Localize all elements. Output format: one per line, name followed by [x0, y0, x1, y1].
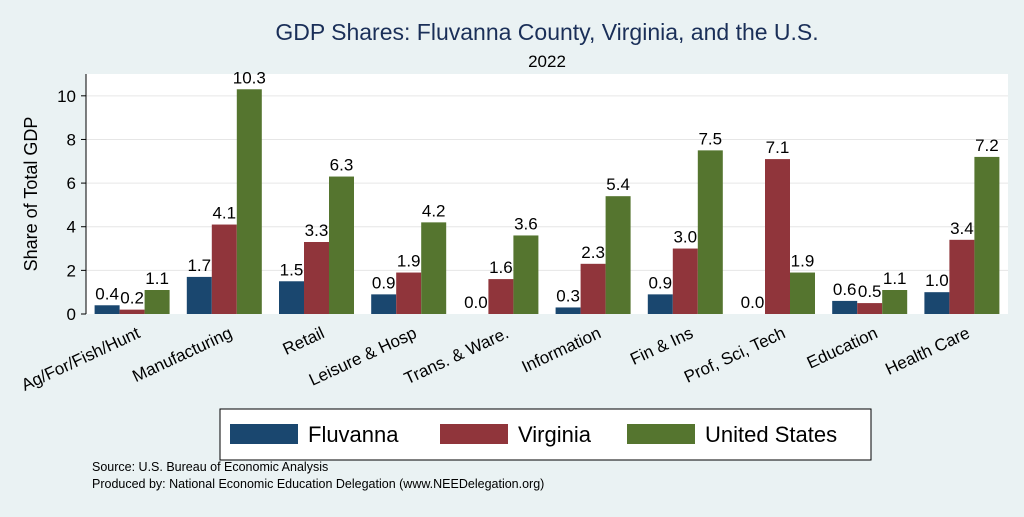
data-label: 1.7: [187, 256, 211, 275]
data-label: 0.3: [556, 286, 580, 305]
bar-virginia: [304, 242, 329, 314]
data-label: 4.1: [212, 204, 236, 223]
bar-united-states: [329, 176, 354, 314]
bar-virginia: [119, 309, 145, 314]
data-label: 1.1: [145, 269, 169, 288]
data-label: 7.2: [975, 136, 999, 155]
bar-virginia: [672, 248, 698, 314]
y-axis-ticks: 0 2 4 6 8 10: [57, 87, 86, 324]
bar-fluvanna: [647, 294, 673, 314]
data-label: 0.4: [95, 284, 119, 303]
bar-united-states: [144, 290, 170, 314]
bar-united-states: [605, 196, 631, 314]
bar-fluvanna: [279, 281, 304, 314]
data-label: 10.3: [233, 68, 266, 87]
data-label: 5.4: [606, 175, 630, 194]
bar-fluvanna: [371, 294, 397, 314]
data-label: 7.1: [766, 138, 790, 157]
bar-virginia: [488, 279, 514, 314]
data-label: 0.9: [648, 273, 672, 292]
bar-united-states: [513, 235, 539, 314]
bar-united-states: [882, 290, 908, 314]
legend-swatch-virginia: [440, 424, 508, 444]
bar-virginia: [857, 303, 883, 314]
bar-fluvanna: [186, 276, 212, 314]
bar-virginia: [580, 263, 606, 314]
legend: Fluvanna Virginia United States: [230, 422, 837, 447]
bar-fluvanna: [94, 305, 120, 314]
legend-label: Virginia: [518, 422, 592, 447]
bar-united-states: [790, 272, 815, 314]
bar-virginia: [765, 159, 790, 314]
source-note: Source: U.S. Bureau of Economic Analysis: [92, 460, 328, 474]
data-label: 3.0: [673, 228, 697, 247]
y-tick-label: 0: [67, 305, 76, 324]
y-tick-label: 6: [67, 174, 76, 193]
bar-fluvanna: [555, 307, 581, 314]
chart-subtitle: 2022: [528, 52, 566, 71]
legend-box: [219, 408, 872, 461]
data-label: 4.2: [422, 201, 446, 220]
data-label: 2.3: [581, 243, 605, 262]
bar-fluvanna: [924, 292, 950, 314]
data-label: 1.5: [280, 260, 304, 279]
legend-label: Fluvanna: [308, 422, 399, 447]
data-label: 0.9: [372, 273, 396, 292]
legend-swatch-fluvanna: [230, 424, 298, 444]
data-label: 0.6: [833, 280, 857, 299]
data-label: 0.0: [464, 293, 488, 312]
y-tick-label: 2: [67, 261, 76, 280]
data-label: 3.3: [305, 221, 329, 240]
bar-united-states: [697, 150, 723, 314]
data-label: 1.1: [883, 269, 907, 288]
data-label: 1.9: [397, 252, 421, 271]
bar-united-states: [974, 156, 1000, 314]
bar-united-states: [421, 222, 447, 314]
data-label: 1.6: [489, 258, 513, 277]
chart-title: GDP Shares: Fluvanna County, Virginia, a…: [275, 19, 818, 45]
data-label: 0.2: [120, 289, 144, 308]
data-label: 0.0: [741, 293, 765, 312]
produced-by-note: Produced by: National Economic Education…: [92, 477, 544, 491]
y-tick-label: 10: [57, 87, 76, 106]
bar-virginia: [396, 272, 422, 314]
y-tick-label: 4: [67, 218, 76, 237]
bar-virginia: [211, 224, 237, 314]
y-axis-label: Share of Total GDP: [21, 117, 41, 272]
data-label: 1.9: [791, 252, 815, 271]
bars: [94, 89, 1000, 314]
data-label: 3.6: [514, 214, 538, 233]
data-label: 6.3: [330, 156, 354, 175]
data-labels: 0.4 0.21.11.74.110.31.53.36.30.91.94.20.0…: [95, 68, 998, 312]
y-tick-label: 8: [67, 130, 76, 149]
bar-united-states: [236, 89, 262, 314]
bar-fluvanna: [832, 300, 858, 314]
legend-swatch-united-states: [627, 424, 695, 444]
data-label: 1.0: [925, 271, 949, 290]
bar-virginia: [949, 239, 975, 314]
data-label: 0.5: [858, 282, 882, 301]
data-label: 7.5: [698, 129, 722, 148]
legend-label: United States: [705, 422, 837, 447]
data-label: 3.4: [950, 219, 974, 238]
